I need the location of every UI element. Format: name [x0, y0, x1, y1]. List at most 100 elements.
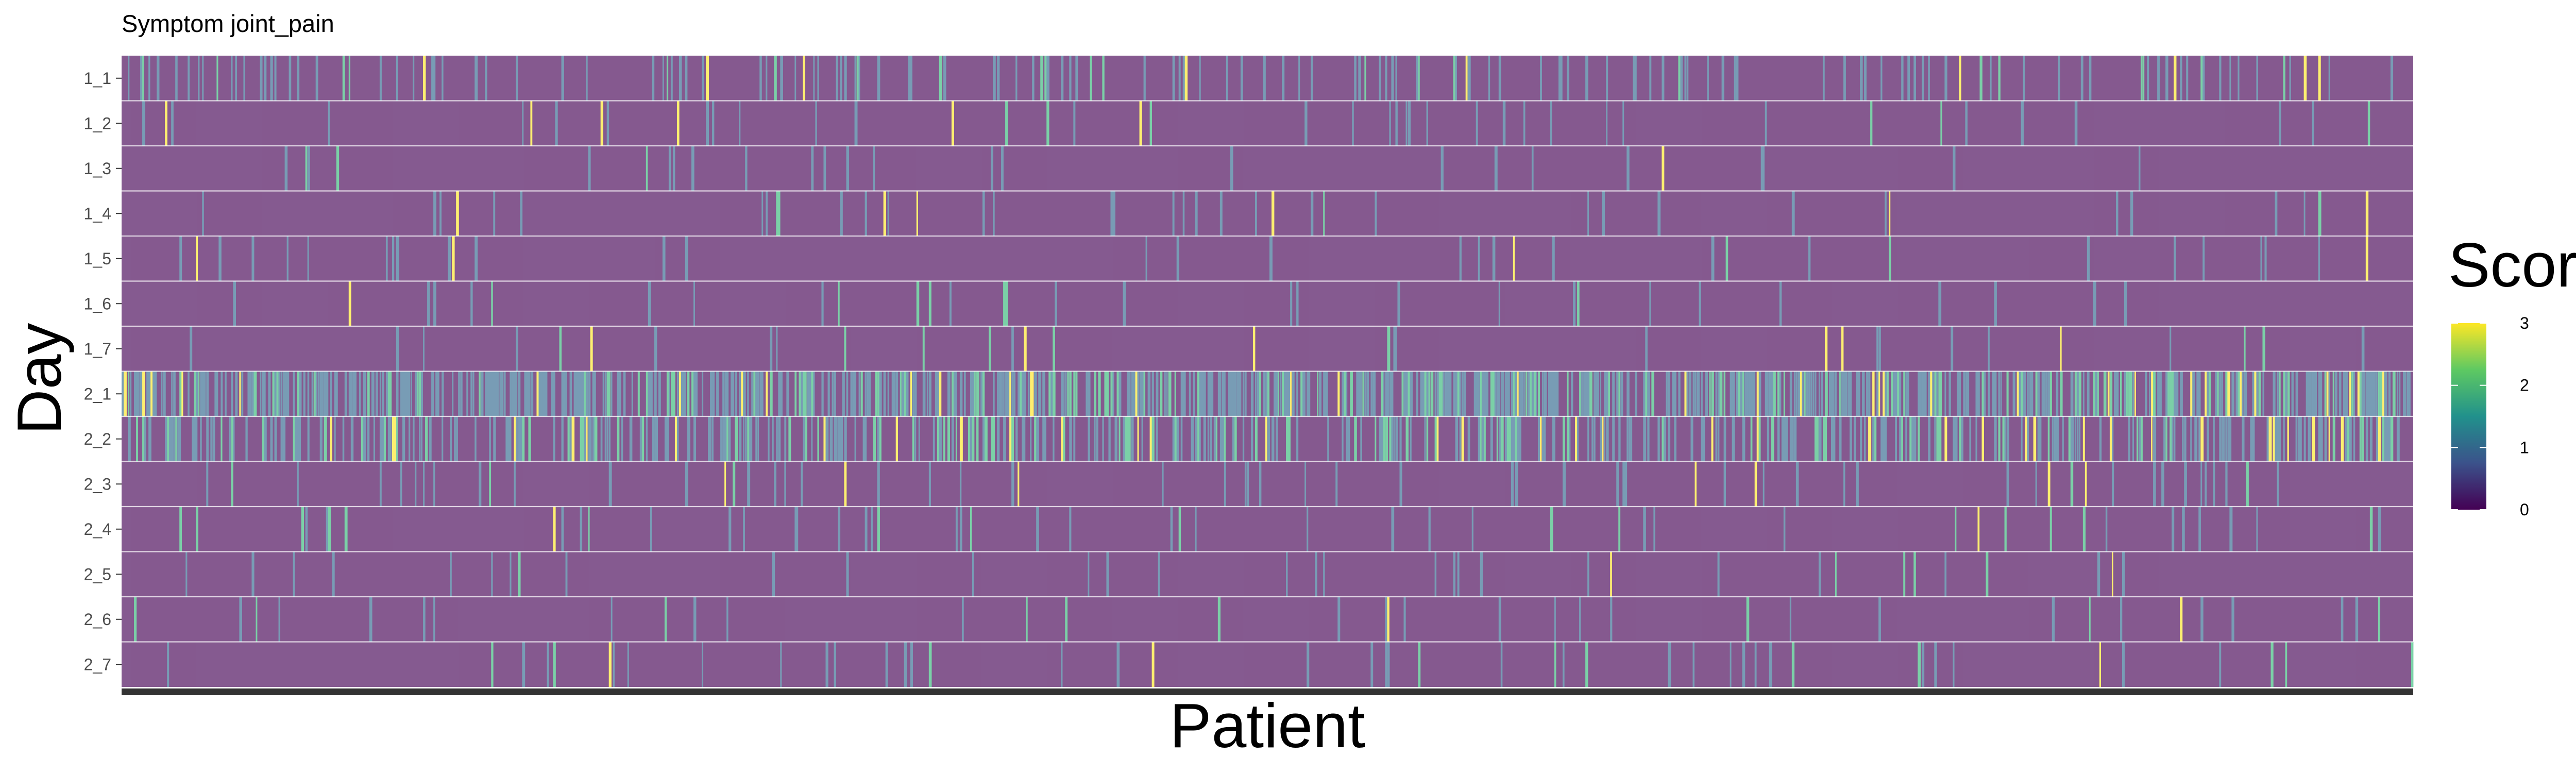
heatmap-cell	[307, 236, 309, 281]
heatmap-cell	[1791, 191, 1795, 236]
heatmap-cell	[1311, 56, 1313, 101]
heatmap-cell	[1065, 371, 1067, 416]
heatmap-cell	[887, 371, 890, 416]
heatmap-cell	[1490, 416, 1493, 462]
heatmap-cell	[1350, 371, 1353, 416]
heatmap-cell	[1581, 371, 1583, 416]
heatmap-cell	[1647, 371, 1650, 416]
heatmap-cell	[922, 371, 926, 416]
heatmap-cell	[2341, 597, 2344, 642]
heatmap-cell	[2312, 100, 2314, 146]
heatmap-cell	[295, 416, 298, 462]
heatmap-cell	[328, 100, 330, 146]
heatmap-cell	[2151, 416, 2153, 462]
heatmap-cell	[2382, 371, 2384, 416]
heatmap-cell	[2182, 507, 2185, 552]
heatmap-cell	[1069, 507, 1072, 552]
heatmap-cell	[2170, 326, 2172, 372]
heatmap-cell	[1457, 551, 1460, 597]
heatmap-cell	[1385, 642, 1387, 687]
heatmap-cell	[1401, 371, 1404, 416]
heatmap-cell	[959, 507, 962, 552]
heatmap-cell	[1864, 56, 1867, 101]
heatmap-cell	[1370, 371, 1373, 416]
heatmap-cell	[313, 371, 316, 416]
heatmap-cell	[1478, 416, 1481, 462]
heatmap-cell	[1346, 371, 1348, 416]
heatmap-cell	[1789, 371, 1792, 416]
heatmap-cell	[505, 416, 508, 462]
heatmap-cell	[526, 371, 529, 416]
heatmap-cell	[670, 56, 673, 101]
heatmap-cell	[922, 326, 925, 372]
heatmap-cell	[2082, 507, 2086, 552]
heatmap-cell	[437, 371, 439, 416]
heatmap-cell	[2227, 371, 2230, 416]
heatmap-cell	[1622, 100, 1624, 146]
heatmap-cell	[2047, 416, 2050, 462]
heatmap-cell	[1649, 281, 1651, 326]
heatmap-cell	[2196, 371, 2199, 416]
heatmap-cell	[1492, 236, 1496, 281]
heatmap-cell	[204, 371, 206, 416]
heatmap-cell	[2392, 371, 2396, 416]
heatmap-cell	[1567, 56, 1569, 101]
heatmap-cell	[939, 416, 942, 462]
heatmap-cell	[1137, 371, 1140, 416]
heatmap-cell	[1818, 416, 1822, 462]
heatmap-cell	[1858, 371, 1860, 416]
heatmap-cell	[1426, 371, 1429, 416]
heatmap-cell	[2363, 371, 2366, 416]
heatmap-cell	[1934, 371, 1937, 416]
heatmap-cell	[1230, 146, 1233, 191]
heatmap-cell	[2190, 416, 2192, 462]
heatmap-cell	[1955, 416, 1958, 462]
heatmap-cell	[243, 56, 245, 101]
heatmap-cell	[2006, 461, 2009, 507]
heatmap-cell	[761, 191, 764, 236]
heatmap-cell	[648, 281, 651, 326]
heatmap-cell	[1174, 371, 1177, 416]
heatmap-cell	[1024, 371, 1026, 416]
heatmap-cell	[582, 371, 585, 416]
heatmap-cell	[955, 507, 958, 552]
heatmap-cell	[1878, 371, 1880, 416]
heatmap-cell	[2390, 416, 2394, 462]
heatmap-cell	[495, 371, 498, 416]
heatmap-cell	[1771, 416, 1774, 462]
heatmap-cell	[1304, 461, 1307, 507]
heatmap-cell	[1263, 371, 1265, 416]
heatmap-cell	[953, 371, 956, 416]
heatmap-cell	[1848, 371, 1851, 416]
heatmap-cell	[1868, 416, 1872, 462]
heatmap-cell	[1143, 371, 1146, 416]
heatmap-cell	[2275, 191, 2278, 236]
heatmap-cell	[937, 371, 940, 416]
heatmap-cell	[2229, 56, 2231, 101]
heatmap-cell	[367, 416, 370, 462]
heatmap-cell	[1465, 56, 1468, 101]
heatmap-cell	[928, 461, 931, 507]
heatmap-cell	[1003, 416, 1006, 462]
heatmap-cell	[1626, 416, 1629, 462]
heatmap-cell	[2371, 371, 2375, 416]
heatmap-cell	[794, 507, 798, 552]
heatmap-cell	[1135, 371, 1138, 416]
heatmap-cell	[2163, 416, 2165, 462]
heatmap-cell	[270, 416, 273, 462]
heatmap-row-1_5	[122, 236, 2413, 281]
heatmap-cell	[1160, 371, 1163, 416]
heatmap-row-background	[122, 461, 2413, 507]
heatmap-cell	[1366, 371, 1369, 416]
heatmap-cell	[590, 326, 593, 372]
heatmap-cell	[2200, 56, 2204, 101]
heatmap-cell	[264, 371, 266, 416]
heatmap-cell	[1440, 371, 1443, 416]
heatmap-cell	[858, 371, 860, 416]
heatmap-cell	[1307, 642, 1310, 687]
heatmap-cell	[1139, 100, 1142, 146]
heatmap-cell	[955, 416, 957, 462]
heatmap-cell	[1176, 236, 1179, 281]
heatmap-cell	[821, 371, 824, 416]
heatmap-cell	[2107, 371, 2110, 416]
